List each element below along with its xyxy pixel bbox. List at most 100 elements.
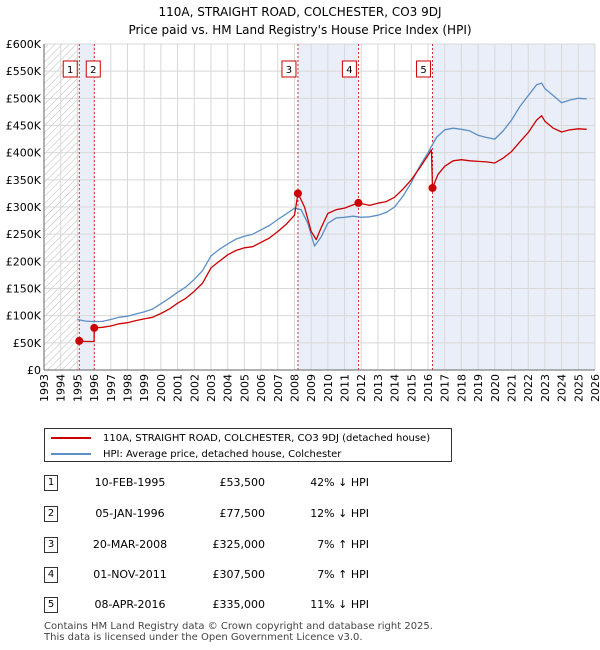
y-tick-label: £200K	[6, 255, 42, 268]
x-tick-label: 2018	[455, 374, 468, 402]
x-tick-label: 2005	[238, 374, 251, 402]
table-row: 2 05-JAN-1996 £77,500 12% ↓ HPI	[0, 506, 600, 523]
y-tick-label: £550K	[6, 65, 42, 78]
x-tick-label: 2024	[556, 374, 569, 402]
legend-label-property: 110A, STRAIGHT ROAD, COLCHESTER, CO3 9DJ…	[103, 432, 431, 444]
marker-label-text: 4	[346, 65, 352, 76]
transaction-price: £77,500	[219, 507, 266, 520]
transaction-number: 3	[44, 537, 58, 553]
legend-item-property: 110A, STRAIGHT ROAD, COLCHESTER, CO3 9DJ…	[51, 430, 430, 446]
marker-label-box	[416, 60, 432, 78]
transaction-date: 08-APR-2016	[94, 598, 166, 611]
x-tick-label: 2000	[155, 374, 168, 402]
x-tick-label: 1997	[105, 374, 118, 402]
x-tick-label: 2026	[589, 374, 600, 402]
legend-swatch-hpi	[51, 453, 91, 455]
x-tick-label: 2019	[472, 374, 485, 402]
footer-line: Contains HM Land Registry data © Crown c…	[44, 621, 433, 632]
x-tick-label: 2009	[305, 374, 318, 402]
transaction-price: £53,500	[219, 476, 266, 489]
marker-label-text: 2	[90, 65, 96, 76]
x-tick-label: 2007	[272, 374, 285, 402]
transaction-price: £325,000	[212, 538, 266, 551]
transaction-price: £307,500	[212, 568, 266, 581]
table-row: 1 10-FEB-1995 £53,500 42% ↓ HPI	[0, 475, 600, 492]
transaction-hpi-diff: 42% ↓ HPI	[310, 476, 369, 489]
x-tick-label: 1996	[88, 374, 101, 402]
x-tick-label: 1995	[71, 374, 84, 402]
x-tick-label: 2022	[522, 374, 535, 402]
x-tick-label: 1999	[138, 374, 151, 402]
x-tick-label: 2025	[572, 374, 585, 402]
x-tick-label: 2002	[188, 374, 201, 402]
x-tick-label: 2012	[355, 374, 368, 402]
x-tick-label: 2014	[389, 374, 402, 402]
marker-label-box	[85, 60, 101, 78]
legend-label-hpi: HPI: Average price, detached house, Colc…	[103, 448, 342, 460]
x-tick-label: 2003	[205, 374, 218, 402]
y-tick-label: £500K	[6, 92, 42, 105]
chart-title: 110A, STRAIGHT ROAD, COLCHESTER, CO3 9DJ	[158, 5, 441, 19]
y-tick-label: £250K	[6, 228, 42, 241]
marker-label-box	[62, 60, 78, 78]
transaction-price: £335,000	[212, 598, 266, 611]
sale-marker	[428, 183, 437, 192]
chart-subtitle: Price paid vs. HM Land Registry's House …	[128, 23, 471, 37]
y-tick-label: £100K	[6, 310, 42, 323]
transaction-number: 2	[44, 506, 58, 522]
x-tick-label: 2001	[172, 374, 185, 402]
x-tick-label: 2015	[405, 374, 418, 402]
price-chart: 110A, STRAIGHT ROAD, COLCHESTER, CO3 9DJ…	[6, 5, 600, 402]
sale-marker	[293, 189, 302, 198]
transaction-number: 5	[44, 597, 58, 613]
y-tick-label: £150K	[6, 283, 42, 296]
x-tick-label: 2020	[489, 374, 502, 402]
x-tick-label: 2010	[322, 374, 335, 402]
y-tick-label: £600K	[6, 38, 42, 51]
table-row: 4 01-NOV-2011 £307,500 7% ↑ HPI	[0, 567, 600, 584]
sale-marker-label: 1	[62, 60, 78, 78]
transaction-date: 05-JAN-1996	[95, 507, 165, 520]
transaction-number: 4	[44, 567, 58, 583]
x-tick-label: 2023	[539, 374, 552, 402]
transaction-date: 20-MAR-2008	[92, 538, 168, 551]
table-row: 3 20-MAR-2008 £325,000 7% ↑ HPI	[0, 537, 600, 554]
property-price-line	[79, 115, 587, 343]
y-tick-label: £350K	[6, 174, 42, 187]
x-tick-label: 2006	[255, 374, 268, 402]
marker-label-text: 5	[420, 65, 426, 76]
footer-attribution: Contains HM Land Registry data © Crown c…	[44, 621, 433, 643]
transaction-date: 10-FEB-1995	[94, 476, 166, 489]
marker-label-box	[341, 60, 357, 78]
transaction-hpi-diff: 7% ↑ HPI	[317, 568, 369, 581]
x-tick-label: 2013	[372, 374, 385, 402]
x-tick-label: 2021	[506, 374, 519, 402]
y-tick-label: £50K	[13, 337, 42, 350]
sale-marker-label: 5	[416, 60, 432, 78]
y-tick-label: £300K	[6, 201, 42, 214]
marker-label-text: 3	[286, 65, 292, 76]
y-tick-label: £400K	[6, 147, 42, 160]
transaction-hpi-diff: 11% ↓ HPI	[310, 598, 369, 611]
legend-swatch-property	[51, 437, 91, 439]
x-tick-label: 1998	[121, 374, 134, 402]
transaction-date: 01-NOV-2011	[93, 568, 167, 581]
transaction-number: 1	[44, 475, 58, 491]
x-tick-label: 2004	[222, 374, 235, 402]
x-tick-label: 2008	[288, 374, 301, 402]
marker-label-text: 1	[67, 65, 73, 76]
chart-legend: 110A, STRAIGHT ROAD, COLCHESTER, CO3 9DJ…	[44, 428, 452, 462]
y-tick-label: £0	[27, 364, 41, 377]
table-row: 5 08-APR-2016 £335,000 11% ↓ HPI	[0, 597, 600, 614]
x-tick-label: 2017	[439, 374, 452, 402]
x-tick-label: 1993	[38, 374, 51, 402]
marker-label-box	[281, 60, 297, 78]
sale-marker-label: 2	[85, 60, 101, 78]
x-tick-label: 2016	[422, 374, 435, 402]
sale-marker-label: 4	[341, 60, 357, 78]
legend-item-hpi: HPI: Average price, detached house, Colc…	[51, 446, 341, 462]
x-tick-label: 1994	[55, 374, 68, 402]
y-tick-label: £450K	[6, 120, 42, 133]
footer-line: This data is licensed under the Open Gov…	[44, 632, 363, 643]
transaction-hpi-diff: 12% ↓ HPI	[310, 507, 369, 520]
